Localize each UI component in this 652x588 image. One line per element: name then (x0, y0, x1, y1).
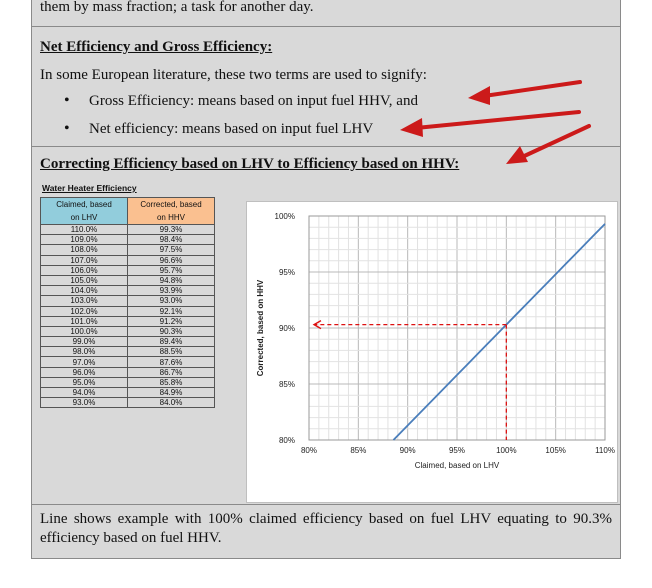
cell-claimed: 103.0% (40, 295, 128, 307)
bullet-text: Net efficiency: means based on input fue… (89, 121, 374, 137)
bullet-gross-efficiency: • Gross Efficiency: means based on input… (64, 92, 418, 110)
x-tick-label: 105% (545, 446, 565, 455)
table-row: 101.0% 91.2% (40, 315, 215, 327)
cell-claimed: 104.0% (40, 285, 128, 297)
table-row: 97.0% 87.6% (40, 356, 215, 368)
top-paragraph: them by mass fraction; a task for anothe… (40, 0, 314, 15)
cell-corrected: 94.8% (127, 274, 215, 287)
footer-caption: Line shows example with 100% claimed eff… (40, 511, 612, 546)
cell-corrected: 95.7% (127, 264, 215, 276)
cell-corrected: 93.0% (127, 295, 215, 307)
table-row: 95.0% 85.8% (40, 376, 215, 389)
table-row: 110.0% 99.3% (40, 223, 215, 236)
cell-claimed: 105.0% (40, 274, 128, 287)
cell-claimed: 100.0% (40, 325, 128, 338)
cell-claimed: 108.0% (40, 244, 128, 256)
header-corrected: Corrected, based on HHV (127, 197, 215, 225)
x-tick-label: 80% (301, 446, 317, 455)
bullet-text: Gross Efficiency: means based on input f… (89, 93, 418, 109)
divider (32, 146, 620, 147)
divider (32, 26, 620, 27)
cell-claimed: 95.0% (40, 376, 128, 389)
cell-corrected: 84.0% (127, 397, 215, 409)
cell-claimed: 110.0% (40, 223, 128, 236)
cell-claimed: 98.0% (40, 346, 128, 358)
y-tick-label: 90% (279, 324, 295, 333)
annotation-arrows (400, 80, 591, 164)
header-claimed: Claimed, based on LHV (40, 197, 128, 225)
y-axis-label: Corrected, based on HHV (256, 279, 265, 376)
y-tick-label: 100% (275, 212, 295, 221)
table-row: 94.0% 84.9% (40, 386, 215, 399)
cell-claimed: 99.0% (40, 336, 128, 348)
table-row: 99.0% 89.4% (40, 336, 215, 348)
cell-claimed: 93.0% (40, 397, 128, 409)
x-tick-label: 100% (496, 446, 516, 455)
x-tick-label: 95% (449, 446, 465, 455)
cell-corrected: 85.8% (127, 376, 215, 389)
cell-corrected: 92.1% (127, 305, 215, 317)
efficiency-chart: 80% 85% 90% 95% 100% 105% 110% 80% 85% 90% 95% 100%… (246, 201, 618, 503)
cell-corrected: 89.4% (127, 336, 215, 348)
marker-arrowhead (312, 320, 322, 330)
series-line (392, 223, 606, 441)
table-row: 103.0% 93.0% (40, 295, 215, 307)
cell-claimed: 102.0% (40, 305, 128, 317)
x-tick-label: 110% (595, 446, 615, 455)
cell-corrected: 88.5% (127, 346, 215, 358)
y-tick-label: 95% (279, 268, 295, 277)
section-title-correcting: Correcting Efficiency based on LHV to Ef… (40, 156, 460, 172)
cell-corrected: 93.9% (127, 285, 215, 297)
cell-corrected: 96.6% (127, 254, 215, 266)
table-row: 100.0% 90.3% (40, 325, 215, 338)
table-row: 108.0% 97.5% (40, 244, 215, 256)
cell-claimed: 109.0% (40, 234, 128, 246)
table-row: 105.0% 94.8% (40, 274, 215, 287)
table-title: Water Heater Efficiency (42, 183, 137, 193)
cell-corrected: 91.2% (127, 315, 215, 327)
table-row: 106.0% 95.7% (40, 264, 215, 276)
cell-corrected: 98.4% (127, 234, 215, 246)
table-row: 104.0% 93.9% (40, 285, 215, 297)
divider (32, 504, 620, 505)
table-row: 109.0% 98.4% (40, 234, 215, 246)
cell-claimed: 96.0% (40, 366, 128, 378)
bullet-icon: • (64, 120, 70, 137)
plot-area (308, 215, 606, 441)
cell-corrected: 86.7% (127, 366, 215, 378)
x-axis-label: Claimed, based on LHV (415, 461, 500, 470)
y-tick-label: 80% (279, 436, 295, 445)
x-tick-label: 90% (400, 446, 416, 455)
chart-svg: 80% 85% 90% 95% 100% 105% 110% 80% 85% 90% 95% 100%… (256, 212, 615, 470)
section-title-net-gross: Net Efficiency and Gross Efficiency: (40, 39, 273, 55)
table-row: 96.0% 86.7% (40, 366, 215, 378)
cell-corrected: 97.5% (127, 244, 215, 256)
table-row: 102.0% 92.1% (40, 305, 215, 317)
table-row: 93.0% 84.0% (40, 397, 215, 409)
table-row: 98.0% 88.5% (40, 346, 215, 358)
bullet-net-efficiency: • Net efficiency: means based on input f… (64, 120, 373, 138)
cell-claimed: 101.0% (40, 315, 128, 327)
cell-claimed: 97.0% (40, 356, 128, 368)
table-row: 107.0% 96.6% (40, 254, 215, 266)
efficiency-table: Claimed, based on LHV Corrected, based on … (40, 197, 215, 409)
cell-corrected: 90.3% (127, 325, 215, 338)
cell-claimed: 106.0% (40, 264, 128, 276)
section-intro: In some European literature, these two t… (40, 67, 427, 83)
cell-corrected: 84.9% (127, 386, 215, 399)
cell-claimed: 107.0% (40, 254, 128, 266)
cell-claimed: 94.0% (40, 386, 128, 399)
cell-corrected: 99.3% (127, 223, 215, 236)
x-tick-label: 85% (350, 446, 366, 455)
y-tick-label: 85% (279, 380, 295, 389)
bullet-icon: • (64, 92, 70, 109)
cell-corrected: 87.6% (127, 356, 215, 368)
document-page: them by mass fraction; a task for anothe… (31, 0, 621, 559)
